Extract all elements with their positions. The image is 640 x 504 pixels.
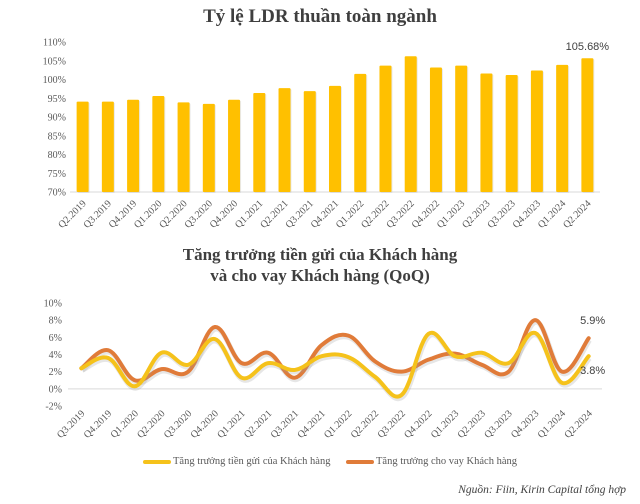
bar xyxy=(278,88,291,192)
x-tick-label: Q4.2023 xyxy=(509,408,541,440)
bar xyxy=(480,73,493,192)
line-data-label: 5.9% xyxy=(580,315,605,327)
bar xyxy=(177,102,190,192)
bar xyxy=(76,101,89,192)
bar xyxy=(505,75,518,192)
x-tick-label: Q3.2021 xyxy=(269,408,301,440)
x-tick-label: Q1.2022 xyxy=(322,408,354,440)
bar xyxy=(202,103,215,192)
bar xyxy=(152,96,165,192)
y-tick-label: -2% xyxy=(45,402,62,413)
y-tick-label: 100% xyxy=(43,75,66,86)
bar xyxy=(581,58,594,193)
loan-growth-line xyxy=(79,318,591,383)
legend-item-loan: Tăng trưởng cho vay Khách hàng xyxy=(346,456,517,467)
x-tick-label: Q3.2022 xyxy=(376,408,408,440)
legend-label-loan: Tăng trưởng cho vay Khách hàng xyxy=(376,456,517,467)
bar xyxy=(354,73,367,192)
legend-label-deposit: Tăng trưởng tiền gửi của Khách hàng xyxy=(173,456,331,467)
bar xyxy=(379,65,392,192)
bar xyxy=(228,99,241,192)
y-tick-label: 10% xyxy=(44,299,62,310)
chart1-title: Tỷ lệ LDR thuần toàn ngành xyxy=(203,6,437,27)
bar xyxy=(455,65,468,192)
y-tick-label: 80% xyxy=(48,150,66,161)
bar xyxy=(303,91,316,192)
source-note: Nguồn: Fiin, Kirin Capital tổng hợp xyxy=(458,484,626,496)
y-tick-label: 6% xyxy=(49,333,62,344)
legend-item-deposit: Tăng trưởng tiền gửi của Khách hàng xyxy=(143,456,330,467)
y-tick-label: 110% xyxy=(43,38,66,49)
x-tick-label: Q1.2020 xyxy=(109,408,141,440)
bar xyxy=(101,101,114,192)
ldr-bar-chart: 70%75%80%85%90%95%100%105%110%Q2.2019Q3.… xyxy=(43,38,610,231)
bar xyxy=(253,93,266,192)
y-tick-label: 95% xyxy=(48,94,66,105)
x-tick-label: Q1.2024 xyxy=(536,408,568,440)
y-tick-label: 8% xyxy=(49,316,62,327)
bar xyxy=(530,70,543,192)
y-tick-label: 0% xyxy=(49,384,62,395)
x-tick-label: Q3.2023 xyxy=(482,408,514,440)
bar xyxy=(127,99,140,192)
legend-swatch-deposit xyxy=(143,459,171,464)
x-tick-label: Q2.2020 xyxy=(135,408,167,440)
y-tick-label: 90% xyxy=(48,113,66,124)
y-tick-label: 70% xyxy=(48,188,66,199)
bar xyxy=(556,64,569,192)
y-tick-label: 2% xyxy=(49,367,62,378)
bar xyxy=(329,85,341,192)
y-tick-label: 75% xyxy=(48,169,66,180)
deposit-growth-line xyxy=(79,330,591,399)
x-tick-label: Q2.2022 xyxy=(349,408,381,440)
chart2-title-line2: và cho vay Khách hàng (QoQ) xyxy=(210,266,430,285)
x-tick-label: Q2.2023 xyxy=(456,408,488,440)
bar xyxy=(429,67,442,192)
x-tick-label: Q4.2020 xyxy=(189,408,221,440)
x-tick-label: Q4.2019 xyxy=(82,408,114,440)
x-tick-label: Q3.2019 xyxy=(55,408,87,440)
y-tick-label: 4% xyxy=(49,350,62,361)
legend-swatch-loan xyxy=(346,459,374,464)
x-tick-label: Q2.2021 xyxy=(242,408,274,440)
x-tick-label: Q2.2024 xyxy=(562,408,594,440)
bar-data-label: 105.68% xyxy=(566,41,610,53)
bar xyxy=(404,56,417,192)
line-data-label: 3.8% xyxy=(580,365,605,377)
y-tick-label: 105% xyxy=(43,56,66,67)
x-tick-label: Q1.2023 xyxy=(429,408,461,440)
x-tick-label: Q4.2021 xyxy=(295,408,327,440)
y-tick-label: 85% xyxy=(48,131,66,142)
x-tick-label: Q1.2021 xyxy=(215,408,247,440)
x-tick-label: Q4.2022 xyxy=(402,408,434,440)
chart2-title-line1: Tăng trưởng tiền gửi của Khách hàng xyxy=(182,245,458,264)
x-tick-label: Q3.2020 xyxy=(162,408,194,440)
